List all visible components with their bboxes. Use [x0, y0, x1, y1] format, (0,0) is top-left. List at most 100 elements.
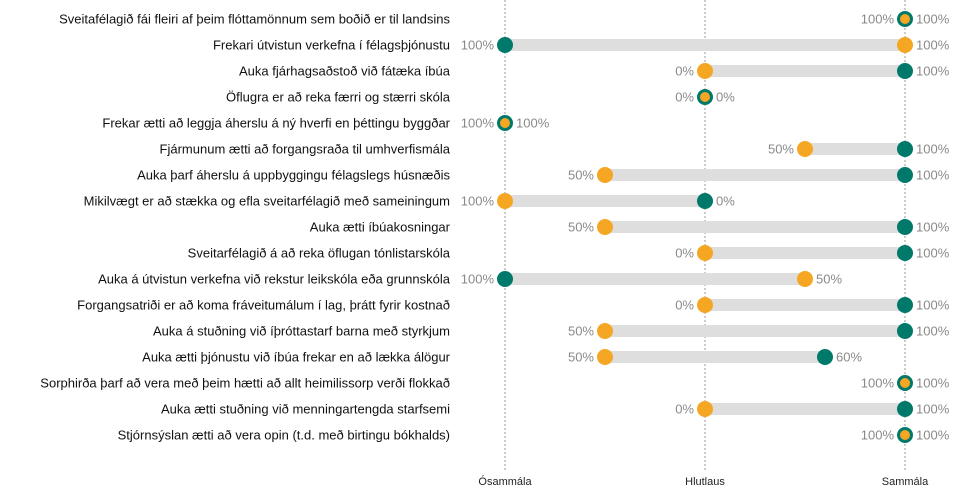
value-label: 50% — [568, 324, 594, 339]
value-label: 50% — [568, 350, 594, 365]
point-b — [897, 297, 913, 313]
range-bar — [605, 169, 905, 181]
point-a — [697, 245, 713, 261]
point-a — [797, 271, 813, 287]
value-label: 100% — [461, 272, 495, 287]
row-label: Sveitarfélagið á að reka öflugan tónlist… — [188, 246, 451, 261]
range-bar — [705, 65, 905, 77]
value-label: 100% — [861, 428, 895, 443]
point-b — [897, 323, 913, 339]
point-a — [900, 378, 910, 388]
value-label: 100% — [916, 168, 950, 183]
value-label: 100% — [461, 38, 495, 53]
value-label: 100% — [916, 402, 950, 417]
value-label: 100% — [461, 116, 495, 131]
point-a — [900, 14, 910, 24]
row-label: Auka á útvistun verkefna við rekstur lei… — [98, 272, 451, 287]
row-label: Auka ætti stuðning við menningartengda s… — [161, 402, 450, 417]
value-label: 50% — [768, 142, 794, 157]
row-label: Auka ætti þjónustu við íbúa frekar en að… — [142, 350, 451, 365]
value-label: 100% — [916, 246, 950, 261]
value-label: 100% — [916, 220, 950, 235]
value-label: 100% — [916, 12, 950, 27]
range-bar — [505, 195, 705, 207]
value-label: 100% — [516, 116, 550, 131]
x-tick-label: Sammála — [882, 476, 929, 488]
value-labels: 100% 100% 100% 100% 0% 100% 0% 0% 100% 100% 50% 100… — [461, 12, 950, 443]
row-label: Frekari útvistun verkefna í félagsþjónus… — [213, 38, 450, 53]
x-axis: Ósammála Hlutlaus Sammála — [478, 475, 929, 488]
point-a — [597, 167, 613, 183]
row-label: Auka ætti íbúakosningar — [310, 220, 451, 235]
data-points — [497, 11, 913, 443]
value-label: 100% — [916, 142, 950, 157]
range-bar — [505, 39, 905, 51]
row-label: Mikilvægt er að stækka og efla sveitarfé… — [84, 194, 450, 209]
point-a — [900, 430, 910, 440]
value-label: 0% — [675, 402, 694, 417]
point-a — [797, 141, 813, 157]
point-b — [897, 401, 913, 417]
value-label: 0% — [675, 90, 694, 105]
range-bar — [805, 143, 905, 155]
range-bar — [605, 351, 825, 363]
value-label: 100% — [916, 38, 950, 53]
point-a — [497, 193, 513, 209]
point-b — [697, 193, 713, 209]
point-a — [597, 323, 613, 339]
point-b — [897, 141, 913, 157]
row-label: Auka fjárhagsaðstoð við fátæka íbúa — [239, 64, 451, 79]
value-label: 100% — [916, 64, 950, 79]
point-a — [597, 219, 613, 235]
value-label: 0% — [675, 298, 694, 313]
value-label: 100% — [916, 298, 950, 313]
point-b — [497, 271, 513, 287]
point-a — [500, 118, 510, 128]
row-label: Auka þarf áherslu á uppbyggingu félagsle… — [137, 168, 450, 183]
value-label: 0% — [675, 246, 694, 261]
point-a — [897, 37, 913, 53]
row-label: Sorphirða þarf að vera með þeim hætti að… — [40, 376, 450, 391]
row-label: Sveitafélagið fái fleiri af þeim flóttam… — [59, 12, 450, 27]
row-label: Stjórnsýslan ætti að vera opin (t.d. með… — [118, 428, 450, 443]
range-bars — [505, 39, 905, 415]
value-label: 0% — [716, 194, 735, 209]
value-label: 100% — [916, 376, 950, 391]
value-label: 100% — [861, 376, 895, 391]
value-label: 60% — [836, 350, 862, 365]
range-bar — [705, 403, 905, 415]
point-a — [697, 401, 713, 417]
value-label: 0% — [716, 90, 735, 105]
row-labels: Sveitafélagið fái fleiri af þeim flóttam… — [40, 12, 450, 443]
value-label: 50% — [568, 220, 594, 235]
point-b — [817, 349, 833, 365]
point-b — [897, 245, 913, 261]
value-label: 100% — [861, 12, 895, 27]
range-bar — [605, 221, 905, 233]
value-label: 0% — [675, 64, 694, 79]
point-b — [897, 63, 913, 79]
point-b — [897, 167, 913, 183]
point-a — [700, 92, 710, 102]
row-label: Auka á stuðning við íþróttastarf barna m… — [153, 324, 450, 339]
range-bar — [505, 273, 805, 285]
range-bar — [705, 299, 905, 311]
point-a — [597, 349, 613, 365]
range-bar — [705, 247, 905, 259]
row-label: Frekar ætti að leggja áherslu á ný hverf… — [102, 116, 450, 131]
point-a — [697, 297, 713, 313]
row-label: Forgangsatriði er að koma fráveitumálum … — [77, 298, 450, 313]
value-label: 50% — [816, 272, 842, 287]
value-label: 100% — [916, 428, 950, 443]
point-a — [697, 63, 713, 79]
value-label: 50% — [568, 168, 594, 183]
value-label: 100% — [916, 324, 950, 339]
row-label: Öflugra er að reka færri og stærri skóla — [226, 90, 451, 105]
point-b — [897, 219, 913, 235]
point-b — [497, 37, 513, 53]
x-tick-label: Hlutlaus — [685, 476, 725, 488]
value-label: 100% — [461, 194, 495, 209]
row-label: Fjármunum ætti að forgangsraða til umhve… — [160, 142, 451, 157]
x-tick-label: Ósammála — [478, 475, 532, 488]
